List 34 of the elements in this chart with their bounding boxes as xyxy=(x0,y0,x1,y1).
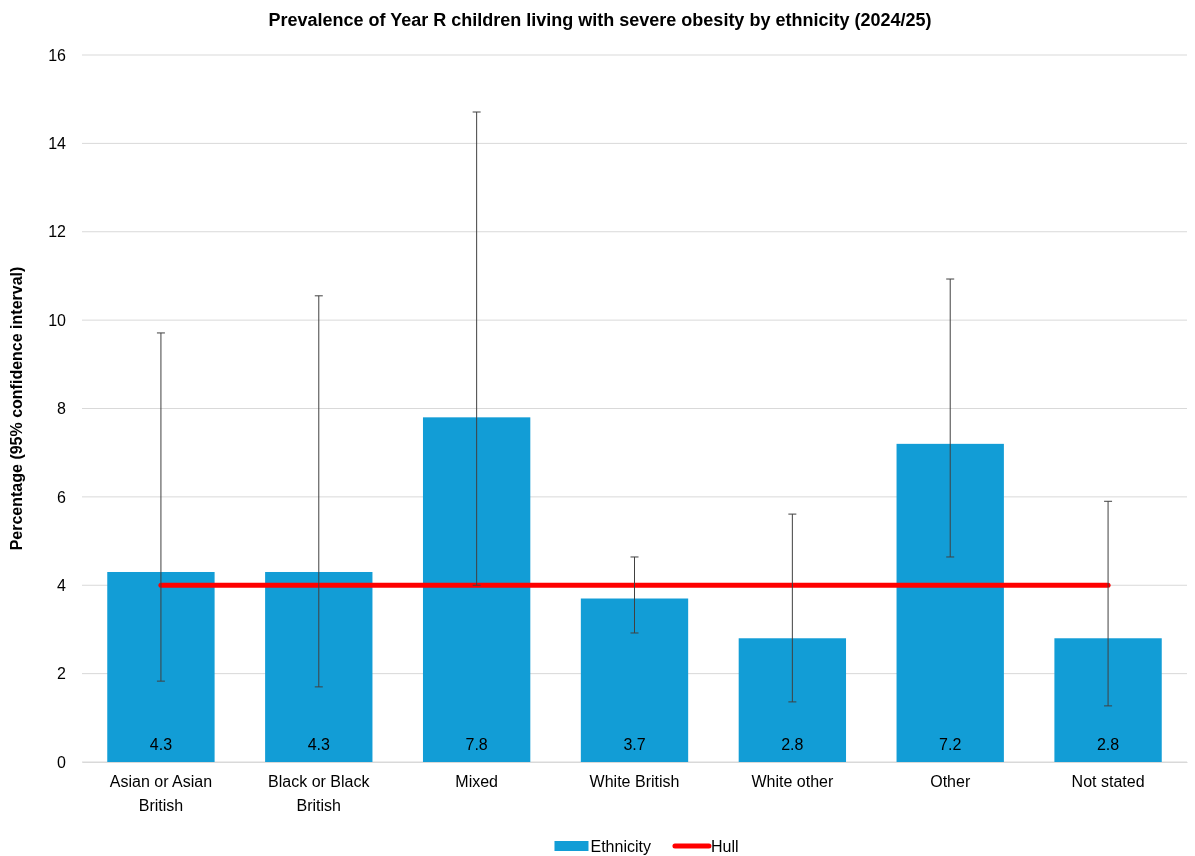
y-tick-label: 2 xyxy=(57,665,67,683)
x-tick-label: Mixed xyxy=(455,773,498,791)
data-label: 2.8 xyxy=(1096,736,1120,753)
y-tick-label: 6 xyxy=(57,488,67,506)
bar xyxy=(107,571,215,762)
y-tick-label: 16 xyxy=(48,46,67,64)
data-label: 4.3 xyxy=(307,736,330,753)
y-axis-title: Percentage (95% confidence interval) xyxy=(8,266,25,551)
y-tick-label: 0 xyxy=(57,753,67,771)
data-label: 3.7 xyxy=(623,736,646,753)
x-tick-label: Asian or Asian British xyxy=(109,773,213,815)
bar xyxy=(422,417,531,762)
x-tick-label: Black or Black British xyxy=(268,773,371,815)
y-tick-label: 12 xyxy=(48,223,67,241)
data-label: 7.2 xyxy=(939,736,962,753)
x-tick-label: White other xyxy=(751,773,834,791)
legend-label: Hull xyxy=(710,838,739,855)
bar xyxy=(896,443,1004,762)
y-tick-label: 4 xyxy=(57,576,67,594)
x-tick-label: Not stated xyxy=(1071,773,1145,791)
y-tick-label: 8 xyxy=(57,400,67,418)
x-tick-label: Other xyxy=(930,773,971,791)
legend-label: Ethnicity xyxy=(590,838,651,855)
data-label: 7.8 xyxy=(465,736,488,753)
bar xyxy=(580,598,689,762)
bar xyxy=(738,638,847,762)
bar xyxy=(1054,638,1162,762)
data-label: 4.3 xyxy=(149,736,173,753)
y-tick-label: 14 xyxy=(48,134,67,152)
y-tick-label: 10 xyxy=(48,311,67,329)
x-tick-label: White British xyxy=(589,773,680,791)
bar xyxy=(265,571,373,762)
data-label: 2.8 xyxy=(781,736,804,753)
chart-title: Prevalence of Year R children living with severe obesity by ethnicity (2024/25) xyxy=(268,10,932,30)
